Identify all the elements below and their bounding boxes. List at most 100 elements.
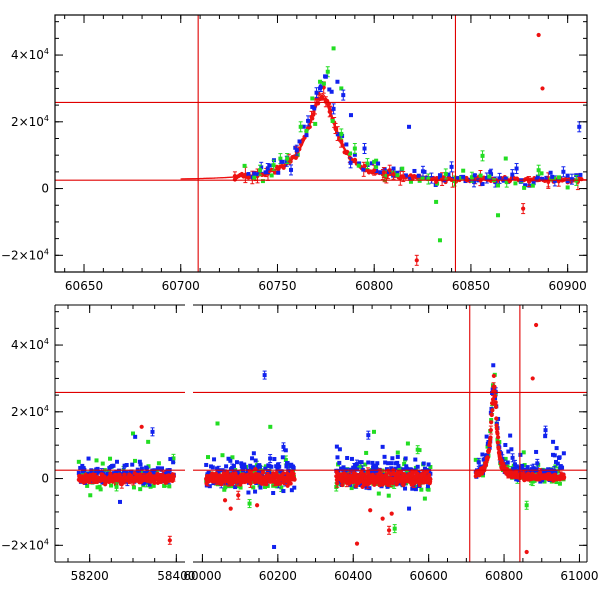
blue-outlier	[380, 444, 385, 449]
green-point	[88, 493, 93, 498]
blue-point	[216, 470, 221, 475]
blue-point	[289, 167, 294, 172]
red-point	[292, 477, 297, 482]
blue-point	[275, 467, 280, 472]
blue-point	[224, 464, 229, 469]
blue-point	[111, 463, 116, 468]
red-outlier	[368, 508, 373, 513]
green-point	[238, 485, 243, 490]
green-point	[522, 463, 527, 468]
blue-point	[476, 460, 481, 465]
blue-point	[279, 159, 284, 164]
blue-point	[407, 124, 412, 129]
red-point	[562, 475, 567, 480]
blue-point	[254, 172, 259, 177]
green-point	[265, 483, 270, 488]
green-point	[400, 166, 405, 171]
red-point	[486, 447, 492, 453]
blue-point	[485, 453, 490, 458]
green-outlier	[247, 501, 252, 506]
blue-point	[412, 168, 417, 173]
blue-point	[491, 363, 496, 368]
plot-frame	[54, 14, 588, 273]
blue-point	[383, 460, 388, 465]
blue-point	[251, 465, 256, 470]
blue-point	[269, 464, 274, 469]
red-point	[381, 170, 386, 175]
green-point	[557, 481, 562, 486]
blue-point	[329, 89, 334, 94]
blue-point	[204, 462, 209, 467]
blue-point	[265, 166, 270, 171]
blue-point	[256, 469, 261, 474]
green-point	[108, 456, 113, 461]
green-point	[230, 455, 235, 460]
red-point	[499, 458, 504, 463]
green-point	[318, 79, 323, 84]
y-tick-label: 0	[41, 472, 49, 486]
green-point	[478, 173, 483, 178]
blue-point	[85, 471, 90, 476]
green-point	[229, 484, 234, 489]
red-outlier	[380, 516, 385, 521]
blue-point	[275, 462, 280, 467]
blue-point	[510, 172, 515, 177]
red-point	[483, 462, 489, 468]
blue-point	[552, 453, 557, 458]
green-point	[356, 163, 361, 168]
green-point	[395, 450, 400, 455]
blue-outlier	[366, 433, 371, 438]
blue-point	[95, 466, 100, 471]
red-point	[277, 481, 283, 486]
green-point	[419, 487, 424, 492]
blue-point	[284, 464, 289, 469]
green-point	[426, 177, 431, 182]
red-point	[495, 435, 501, 440]
blue-point	[480, 452, 485, 457]
green-point	[556, 469, 561, 474]
green-point	[539, 171, 544, 176]
blue-point	[391, 166, 396, 171]
green-point	[452, 179, 457, 184]
blue-point	[393, 466, 398, 471]
green-point	[251, 485, 256, 490]
blue-point	[348, 113, 353, 118]
blue-point	[314, 90, 319, 95]
blue-point	[114, 459, 119, 464]
green-point	[146, 464, 151, 469]
blue-point	[514, 166, 519, 171]
green-point	[76, 459, 81, 464]
light-curve-zoom-panel: 60650 60700 60750 60800 60850 60900 −2×104 0 2×1…	[1, 14, 588, 293]
y-tick-label: 2×104	[11, 404, 49, 419]
green-outlier	[131, 431, 135, 436]
green-point	[271, 163, 276, 168]
blue-point	[160, 466, 165, 471]
green-point	[443, 171, 448, 176]
blue-point	[96, 469, 101, 474]
green-point	[402, 461, 407, 466]
green-point	[426, 487, 431, 492]
blue-point	[395, 170, 400, 175]
green-point	[503, 156, 508, 161]
blue-point	[206, 470, 211, 475]
red-point	[390, 481, 395, 486]
red-point	[248, 481, 253, 486]
blue-point	[390, 456, 395, 461]
blue-point	[565, 179, 570, 184]
blue-point	[253, 489, 258, 494]
green-point	[269, 173, 274, 178]
blue-point	[497, 176, 502, 181]
red-point	[345, 149, 350, 154]
blue-point	[484, 175, 489, 180]
blue-point	[525, 465, 530, 470]
green-point	[252, 175, 257, 180]
blue-point	[228, 458, 233, 463]
blue-point	[239, 461, 244, 466]
red-point	[492, 393, 498, 399]
blue-point	[454, 176, 459, 181]
blue-point	[362, 146, 367, 151]
red-point	[387, 168, 392, 173]
blue-point	[578, 172, 583, 177]
green-point	[250, 479, 255, 484]
